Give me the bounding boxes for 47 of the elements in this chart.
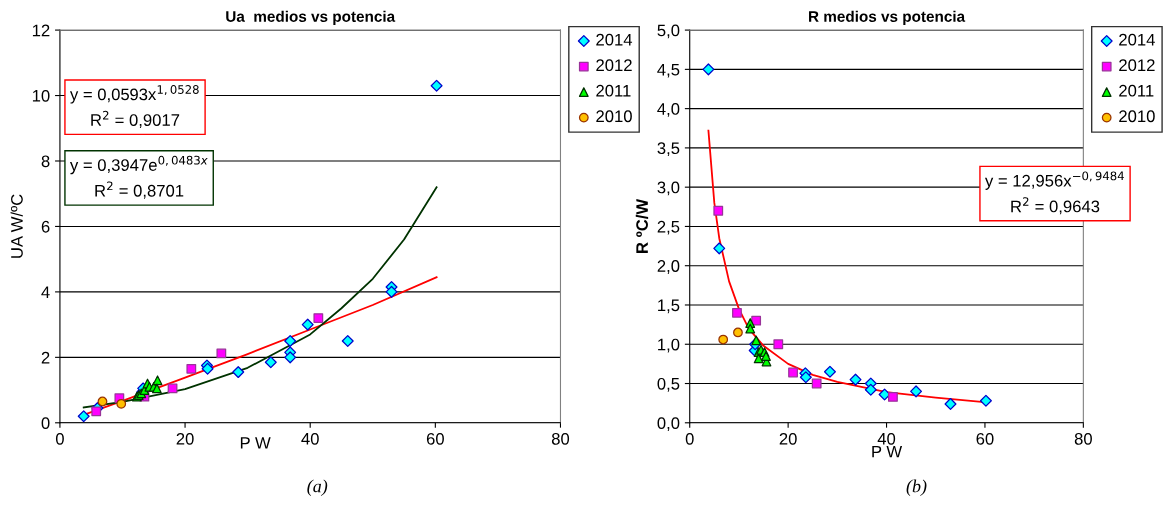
chart-title: Ua medios vs potencia	[226, 10, 396, 25]
y-axis-title: UA W/ºC	[10, 194, 23, 258]
text: y = 12,956x$^{−0,9484}$ R$^{2}$ = 0,9643	[984, 171, 1124, 215]
y-tick-label: 5,0	[657, 24, 680, 39]
y-tick-label: 4,5	[657, 63, 680, 78]
text: (b)	[906, 479, 927, 496]
legend-label: 2010	[596, 110, 632, 123]
y-tick-label: 2,0	[657, 260, 680, 274]
legend-label: 2010	[1119, 110, 1155, 123]
x-axis-title: P W	[240, 437, 271, 449]
y-tick-label: 4,0	[657, 103, 680, 117]
y-tick-label: 3,5	[657, 142, 680, 157]
x-tick-label: 60	[426, 432, 444, 445]
x-axis-title: P W	[872, 445, 903, 458]
y-tick-label: 1,5	[658, 299, 680, 314]
text: y = 0,3947e$^{0,0483x}$ R$^{2}$ = 0,8701	[69, 155, 208, 199]
y-tick-label: 10	[32, 89, 50, 102]
legend-label: 2012	[1119, 59, 1155, 72]
y-tick-label: 6	[41, 220, 50, 233]
y-tick-label: 2,5	[657, 220, 680, 235]
x-tick-label: 40	[301, 432, 319, 445]
y-tick-label: 12	[32, 24, 50, 37]
x-tick-label: 80	[1074, 432, 1092, 445]
legend-label: 2014	[596, 33, 633, 46]
y-tick-label: 0,5	[657, 377, 680, 392]
y-tick-label: 8	[41, 155, 50, 168]
legend-label: 2014	[1119, 33, 1155, 46]
y-tick-label: 0	[41, 417, 50, 429]
x-tick-label: 80	[551, 432, 570, 445]
text: (a)	[307, 479, 328, 496]
x-tick-label: 20	[779, 432, 797, 445]
legend-label: 2012	[596, 59, 632, 72]
x-tick-label: 40	[877, 432, 896, 445]
x-tick-label: 20	[176, 432, 194, 445]
x-tick-label: 0	[55, 432, 64, 445]
legend-label: 2011	[1119, 84, 1154, 97]
x-tick-label: 0	[685, 432, 694, 445]
x-tick-label: 60	[976, 432, 994, 445]
y-tick-label: 3,0	[657, 181, 680, 196]
y-axis-title: R ºC/W	[635, 198, 649, 253]
y-tick-label: 2	[41, 351, 50, 364]
legend-label: 2011	[596, 84, 631, 97]
y-tick-label: 4	[41, 286, 50, 298]
y-tick-label: 0,0	[657, 417, 680, 431]
y-tick-label: 1,0	[658, 338, 680, 353]
chart-title: R medios vs potencia	[809, 10, 966, 25]
text: y = 0,0593x$^{1,0528}$ R$^{2}$ = 0,9017	[69, 85, 199, 128]
